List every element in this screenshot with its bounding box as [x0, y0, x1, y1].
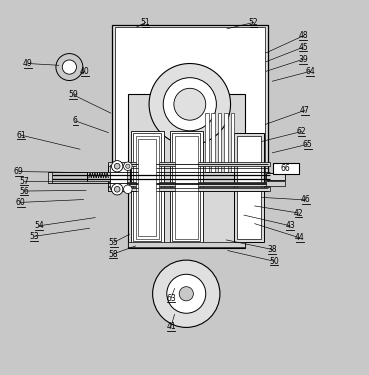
Bar [115, 27, 265, 183]
Bar [231, 113, 234, 171]
Circle shape [56, 54, 83, 81]
Text: 44: 44 [295, 233, 304, 242]
Text: 40: 40 [80, 67, 89, 76]
Circle shape [114, 186, 120, 192]
Text: 41: 41 [166, 322, 176, 331]
Text: 47: 47 [300, 106, 310, 115]
Bar [108, 162, 269, 166]
Text: 49: 49 [23, 59, 33, 68]
Bar [128, 94, 245, 248]
Text: 6: 6 [73, 116, 78, 125]
Circle shape [174, 88, 206, 120]
Bar [136, 136, 159, 239]
Text: 66: 66 [281, 164, 291, 173]
Text: 62: 62 [297, 127, 306, 136]
Bar [175, 136, 198, 239]
Text: 54: 54 [34, 221, 44, 230]
Text: 39: 39 [298, 55, 308, 64]
Text: 63: 63 [166, 294, 176, 303]
Text: 48: 48 [299, 32, 308, 40]
Text: 38: 38 [268, 245, 277, 254]
Bar [110, 165, 127, 189]
Bar [108, 182, 269, 186]
Text: 43: 43 [285, 221, 295, 230]
Bar [131, 131, 164, 244]
Bar [266, 172, 286, 180]
Circle shape [124, 162, 132, 171]
Bar [172, 133, 200, 242]
Circle shape [114, 164, 120, 169]
Bar [266, 182, 286, 186]
Text: 52: 52 [249, 18, 258, 27]
Circle shape [111, 184, 123, 195]
Text: 56: 56 [20, 186, 29, 195]
Bar [87, 172, 110, 181]
Text: 50: 50 [269, 256, 279, 265]
Bar [205, 113, 208, 171]
Bar [48, 171, 52, 183]
Text: 58: 58 [108, 250, 118, 259]
Bar [170, 131, 203, 244]
Text: 60: 60 [16, 198, 26, 207]
Bar [138, 139, 156, 236]
Circle shape [124, 185, 132, 194]
Circle shape [179, 286, 193, 301]
Bar [108, 188, 269, 191]
Circle shape [111, 160, 123, 172]
Text: 51: 51 [141, 18, 150, 27]
Circle shape [167, 274, 206, 313]
Circle shape [163, 78, 216, 131]
Text: 64: 64 [306, 67, 315, 76]
Circle shape [126, 164, 130, 168]
Text: 55: 55 [109, 238, 118, 247]
Text: 42: 42 [294, 209, 303, 218]
Text: 59: 59 [68, 90, 78, 99]
Bar [128, 242, 245, 247]
Bar [112, 24, 268, 186]
Circle shape [149, 63, 231, 145]
Bar [133, 133, 162, 242]
Text: 46: 46 [301, 195, 311, 204]
Text: 53: 53 [29, 232, 39, 241]
Bar [108, 163, 130, 191]
Text: 57: 57 [20, 177, 29, 186]
Text: 45: 45 [298, 43, 308, 52]
Bar [273, 164, 299, 174]
Bar [218, 113, 221, 171]
Circle shape [153, 260, 220, 327]
Text: 61: 61 [16, 130, 26, 140]
Text: 69: 69 [14, 167, 24, 176]
Bar [234, 133, 264, 242]
Bar [224, 113, 228, 171]
Circle shape [62, 60, 76, 74]
Text: 65: 65 [303, 140, 313, 149]
Bar [211, 113, 215, 171]
Bar [237, 136, 261, 239]
